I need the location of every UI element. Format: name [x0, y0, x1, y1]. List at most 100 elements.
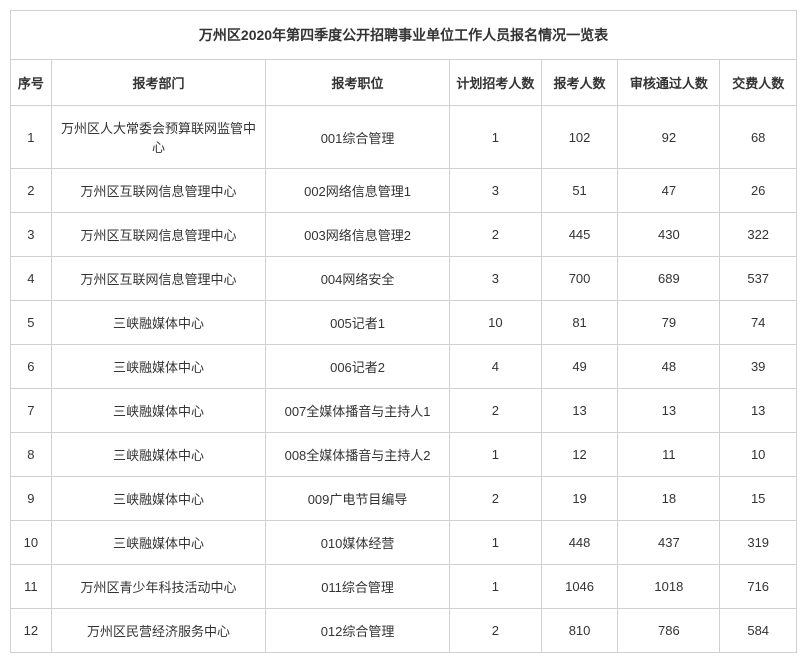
- cell-plan: 2: [449, 609, 541, 653]
- table-row: 6三峡融媒体中心006记者24494839: [11, 345, 797, 389]
- cell-apply: 81: [541, 301, 618, 345]
- title-row: 万州区2020年第四季度公开招聘事业单位工作人员报名情况一览表: [11, 11, 797, 60]
- cell-pay: 322: [720, 213, 797, 257]
- cell-dept: 万州区人大常委会预算联网监管中心: [51, 106, 265, 169]
- cell-pos: 004网络安全: [266, 257, 450, 301]
- cell-dept: 三峡融媒体中心: [51, 301, 265, 345]
- cell-dept: 三峡融媒体中心: [51, 345, 265, 389]
- cell-approve: 689: [618, 257, 720, 301]
- table-row: 9三峡融媒体中心009广电节目编导2191815: [11, 477, 797, 521]
- column-header-3: 计划招考人数: [449, 60, 541, 106]
- cell-approve: 18: [618, 477, 720, 521]
- column-header-6: 交费人数: [720, 60, 797, 106]
- cell-approve: 13: [618, 389, 720, 433]
- cell-dept: 万州区青少年科技活动中心: [51, 565, 265, 609]
- cell-pos: 005记者1: [266, 301, 450, 345]
- cell-pos: 001综合管理: [266, 106, 450, 169]
- cell-plan: 10: [449, 301, 541, 345]
- table-row: 2万州区互联网信息管理中心002网络信息管理13514726: [11, 169, 797, 213]
- cell-pay: 716: [720, 565, 797, 609]
- cell-seq: 1: [11, 106, 52, 169]
- cell-plan: 4: [449, 345, 541, 389]
- cell-seq: 5: [11, 301, 52, 345]
- cell-pay: 584: [720, 609, 797, 653]
- cell-pos: 011综合管理: [266, 565, 450, 609]
- cell-plan: 2: [449, 389, 541, 433]
- cell-approve: 92: [618, 106, 720, 169]
- table-row: 3万州区互联网信息管理中心003网络信息管理22445430322: [11, 213, 797, 257]
- cell-apply: 19: [541, 477, 618, 521]
- cell-pos: 009广电节目编导: [266, 477, 450, 521]
- cell-approve: 48: [618, 345, 720, 389]
- cell-pay: 26: [720, 169, 797, 213]
- cell-approve: 47: [618, 169, 720, 213]
- cell-dept: 三峡融媒体中心: [51, 433, 265, 477]
- cell-plan: 1: [449, 521, 541, 565]
- cell-pay: 537: [720, 257, 797, 301]
- cell-seq: 3: [11, 213, 52, 257]
- cell-pay: 319: [720, 521, 797, 565]
- table-row: 10三峡融媒体中心010媒体经营1448437319: [11, 521, 797, 565]
- cell-dept: 三峡融媒体中心: [51, 521, 265, 565]
- registration-table: 万州区2020年第四季度公开招聘事业单位工作人员报名情况一览表 序号报考部门报考…: [10, 10, 797, 653]
- cell-pay: 39: [720, 345, 797, 389]
- cell-seq: 10: [11, 521, 52, 565]
- cell-apply: 448: [541, 521, 618, 565]
- cell-seq: 7: [11, 389, 52, 433]
- table-row: 4万州区互联网信息管理中心004网络安全3700689537: [11, 257, 797, 301]
- cell-approve: 437: [618, 521, 720, 565]
- cell-seq: 4: [11, 257, 52, 301]
- table-row: 5三峡融媒体中心005记者110817974: [11, 301, 797, 345]
- table-row: 8三峡融媒体中心008全媒体播音与主持人21121110: [11, 433, 797, 477]
- table-row: 12万州区民营经济服务中心012综合管理2810786584: [11, 609, 797, 653]
- table-row: 7三峡融媒体中心007全媒体播音与主持人12131313: [11, 389, 797, 433]
- cell-dept: 万州区互联网信息管理中心: [51, 257, 265, 301]
- cell-seq: 6: [11, 345, 52, 389]
- cell-pos: 007全媒体播音与主持人1: [266, 389, 450, 433]
- column-header-5: 审核通过人数: [618, 60, 720, 106]
- cell-seq: 8: [11, 433, 52, 477]
- cell-seq: 2: [11, 169, 52, 213]
- cell-plan: 1: [449, 106, 541, 169]
- cell-pos: 010媒体经营: [266, 521, 450, 565]
- column-header-0: 序号: [11, 60, 52, 106]
- cell-pay: 15: [720, 477, 797, 521]
- cell-pay: 13: [720, 389, 797, 433]
- cell-plan: 3: [449, 257, 541, 301]
- cell-seq: 11: [11, 565, 52, 609]
- cell-pos: 008全媒体播音与主持人2: [266, 433, 450, 477]
- cell-pos: 006记者2: [266, 345, 450, 389]
- header-row: 序号报考部门报考职位计划招考人数报考人数审核通过人数交费人数: [11, 60, 797, 106]
- cell-approve: 79: [618, 301, 720, 345]
- cell-seq: 9: [11, 477, 52, 521]
- cell-plan: 2: [449, 477, 541, 521]
- cell-apply: 700: [541, 257, 618, 301]
- cell-pos: 012综合管理: [266, 609, 450, 653]
- cell-pay: 10: [720, 433, 797, 477]
- cell-seq: 12: [11, 609, 52, 653]
- table-head: 万州区2020年第四季度公开招聘事业单位工作人员报名情况一览表 序号报考部门报考…: [11, 11, 797, 106]
- column-header-1: 报考部门: [51, 60, 265, 106]
- cell-plan: 2: [449, 213, 541, 257]
- column-header-4: 报考人数: [541, 60, 618, 106]
- cell-approve: 430: [618, 213, 720, 257]
- cell-plan: 1: [449, 565, 541, 609]
- table-row: 1万州区人大常委会预算联网监管中心001综合管理11029268: [11, 106, 797, 169]
- cell-dept: 万州区互联网信息管理中心: [51, 169, 265, 213]
- cell-approve: 1018: [618, 565, 720, 609]
- cell-apply: 12: [541, 433, 618, 477]
- column-header-2: 报考职位: [266, 60, 450, 106]
- cell-plan: 1: [449, 433, 541, 477]
- cell-apply: 810: [541, 609, 618, 653]
- cell-dept: 万州区民营经济服务中心: [51, 609, 265, 653]
- cell-dept: 万州区互联网信息管理中心: [51, 213, 265, 257]
- cell-apply: 13: [541, 389, 618, 433]
- cell-pos: 003网络信息管理2: [266, 213, 450, 257]
- cell-apply: 51: [541, 169, 618, 213]
- cell-approve: 786: [618, 609, 720, 653]
- table-title: 万州区2020年第四季度公开招聘事业单位工作人员报名情况一览表: [11, 11, 797, 60]
- cell-pay: 68: [720, 106, 797, 169]
- cell-dept: 三峡融媒体中心: [51, 389, 265, 433]
- cell-approve: 11: [618, 433, 720, 477]
- table-row: 11万州区青少年科技活动中心011综合管理110461018716: [11, 565, 797, 609]
